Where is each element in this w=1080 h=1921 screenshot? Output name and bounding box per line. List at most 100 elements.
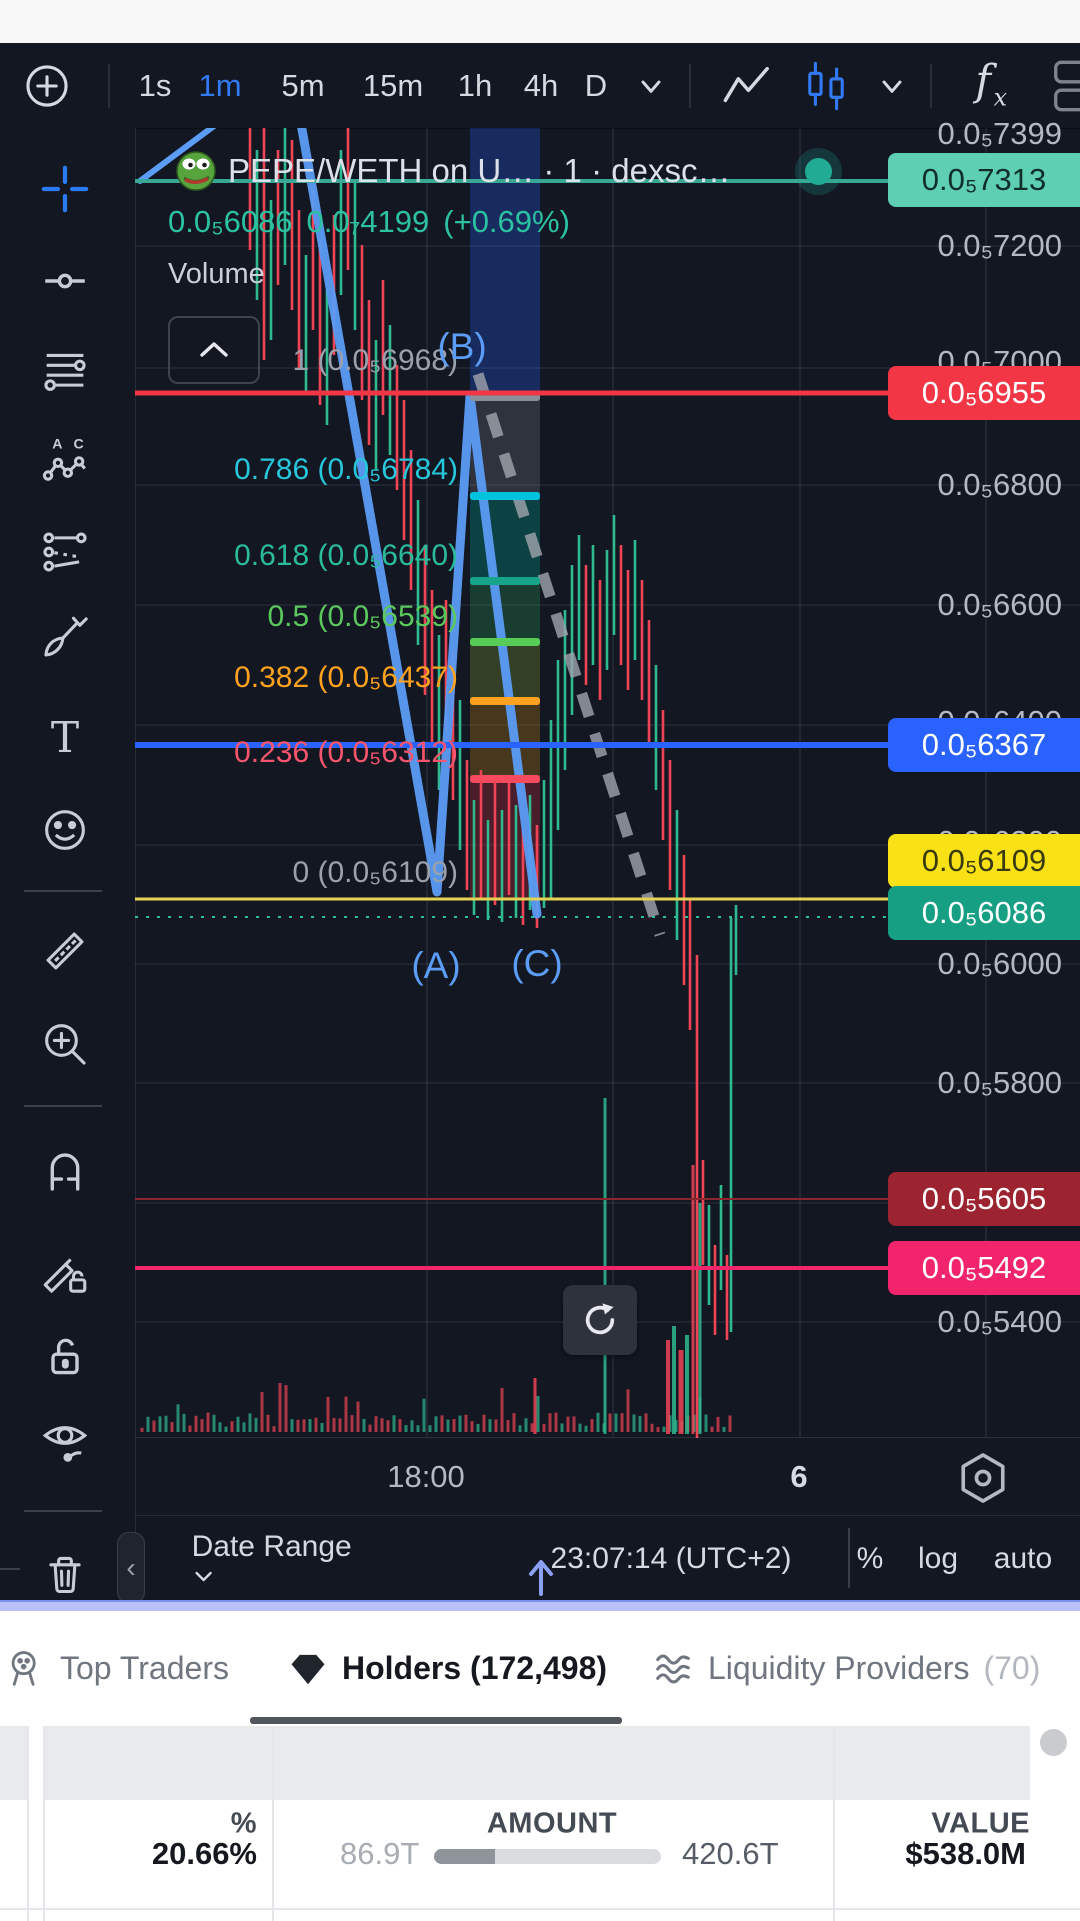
reset-chart-button[interactable] [563,1285,637,1355]
volume-spike [678,1350,684,1434]
tool-brush-button[interactable] [39,612,91,664]
volume-bar [620,1413,624,1432]
tool-horizontal-line-button[interactable] [39,255,91,307]
chart-legend[interactable]: PEPE/WETH on U… · 1 · dexsc… [176,148,730,194]
tool-emoji-button[interactable] [39,804,91,856]
fib-label-0: 0 (0.0₅6109) [292,856,458,889]
scrollbar-thumb[interactable] [1040,1729,1067,1756]
toolbar-separator [689,64,691,108]
volume-bar [554,1412,558,1432]
volume-bar [272,1426,276,1432]
brush-icon [44,616,88,657]
toolbar-divider-stub [0,1568,20,1570]
zoom-in-icon [45,1024,86,1065]
volume-bar [392,1415,396,1432]
log-scale-button[interactable]: log [917,1542,959,1575]
axis-settings-button[interactable] [955,1450,1011,1506]
column-header-amount[interactable]: AMOUNT [486,1807,618,1839]
tool-text-button[interactable]: T [39,712,91,764]
percent-scale-button[interactable]: % [856,1542,884,1575]
collapse-drawing-toolbar-handle[interactable]: ‹ [117,1532,145,1604]
volume-bar [146,1416,150,1432]
toolbar-divider [24,1105,102,1107]
volume-bar [386,1420,390,1432]
timeframe-1h[interactable]: 1h [457,68,493,103]
panel-resize-handle[interactable] [0,1600,1080,1611]
candle-chart-style-button[interactable] [802,60,850,112]
toolbar-divider [24,1510,102,1512]
legend-collapse-button[interactable] [168,316,260,384]
tool-eye-hide-button[interactable] [39,1413,91,1465]
tab-top-traders[interactable]: Top Traders [6,1611,229,1726]
volume-bar [350,1415,354,1432]
clock-readout[interactable]: 23:07:14 (UTC+2) [550,1542,792,1575]
timeframe-D[interactable]: D [584,68,608,103]
volume-spike [672,1326,676,1434]
volume-bar [362,1418,366,1432]
candles-icon [808,61,844,111]
volume-bar [446,1419,450,1432]
tool-edit-lock-button[interactable] [39,1244,91,1296]
axis-price-label: 0.0₅6600 [937,587,1062,622]
indicators-button[interactable]: f x [960,58,1016,114]
tool-crosshair-button[interactable] [39,163,91,215]
timeframe-4h[interactable]: 4h [523,68,559,103]
volume-bar [440,1415,444,1432]
tool-forecast-button[interactable] [39,526,91,578]
time-label: 18:00 [387,1459,465,1494]
tool-trash-button[interactable] [39,1548,91,1600]
tool-zoom-in-button[interactable] [39,1018,91,1070]
time-axis[interactable]: 18:00 6 [135,1437,1080,1516]
market-status-dot [805,158,832,185]
volume-bar [368,1424,372,1432]
line-chart-style-button[interactable] [721,64,773,108]
volume-bar [512,1413,516,1432]
drag-up-arrow-icon[interactable] [521,1556,561,1596]
tool-lock-open-button[interactable] [39,1331,91,1383]
volume-bar [356,1401,360,1432]
volume-indicator-label: Volume [168,258,265,290]
volume-bar [248,1413,252,1432]
timeframe-dropdown[interactable] [635,70,667,102]
price-badge-0.0₅6955: 0.0₅6955 [888,366,1080,420]
tool-ruler-button[interactable] [39,925,91,977]
axis-price-label: 0.0₅7399 [937,116,1062,151]
tool-magnet-button[interactable] [39,1146,91,1198]
column-header-percent[interactable]: % [230,1807,257,1839]
chart-style-dropdown[interactable] [876,70,908,102]
axis-price-label: 0.0₅6800 [937,467,1062,502]
timeframe-5m[interactable]: 5m [281,68,325,103]
chart-footer-toolbar: Date Range 23:07:14 (UTC+2) % log auto [135,1515,1080,1601]
dashed-trendline-drawing[interactable] [472,372,666,937]
trash-icon [49,1556,81,1594]
timeframe-1s[interactable]: 1s [138,68,172,103]
fib-label-0.236: 0.236 (0.0₅6312) [234,736,458,769]
timeframe-15m[interactable]: 15m [362,68,424,103]
auto-scale-button[interactable]: auto [993,1542,1053,1575]
tab-liquidity-providers[interactable]: Liquidity Providers (70) [652,1611,1040,1726]
panels-icon [1054,60,1080,112]
pepe-token-icon [176,151,216,191]
volume-bar [560,1423,564,1432]
volume-bar [236,1416,240,1432]
column-header-value[interactable]: VALUE [931,1807,1030,1839]
volume-bar [428,1425,432,1432]
refresh-icon [585,1303,615,1335]
volume-bar [728,1415,732,1432]
volume-bar [326,1396,330,1432]
layout-panels-button[interactable] [1050,54,1080,118]
date-range-button[interactable]: Date Range [192,1530,369,1588]
add-indicator-button[interactable] [23,62,71,110]
axis-price-label: 0.0₅5800 [937,1065,1062,1100]
edit-lock-icon [43,1258,87,1293]
tool-fib-retracement-button[interactable] [39,345,91,397]
timeframe-1m[interactable]: 1m [198,68,242,103]
volume-bar [338,1418,342,1432]
volume-bar [584,1425,588,1432]
trendline-drawing[interactable] [137,126,217,184]
volume-bar [230,1421,234,1432]
tab-holders[interactable]: Holders (172,498) [288,1611,607,1726]
abc-zigzag-drawing[interactable] [297,118,542,919]
